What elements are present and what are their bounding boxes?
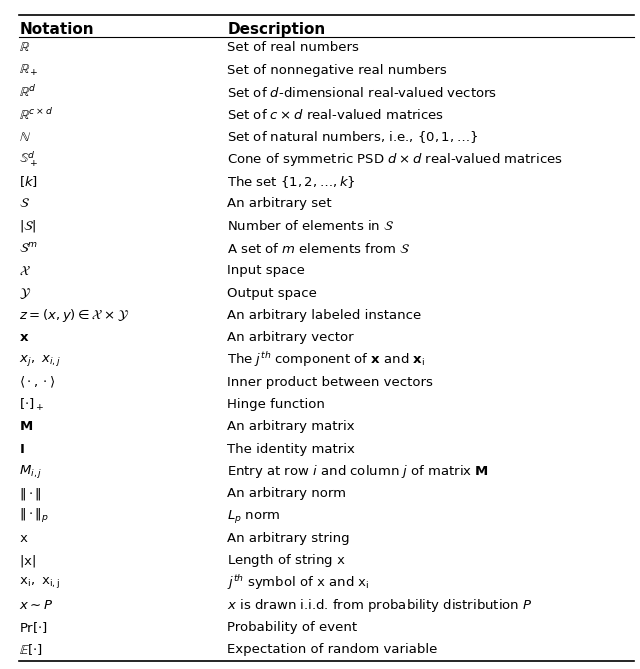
Text: $L_p$ norm: $L_p$ norm <box>227 508 281 524</box>
Text: Set of natural numbers, i.e., $\{0,1,\ldots\}$: Set of natural numbers, i.e., $\{0,1,\ld… <box>227 129 479 145</box>
Text: An arbitrary labeled instance: An arbitrary labeled instance <box>227 309 422 322</box>
Text: $\langle\cdot,\cdot\rangle$: $\langle\cdot,\cdot\rangle$ <box>19 375 56 390</box>
Text: Notation: Notation <box>19 22 94 37</box>
Text: $j^{th}$ symbol of $\mathtt{x}$ and $\mathtt{x}_{\mathrm{i}}$: $j^{th}$ symbol of $\mathtt{x}$ and $\ma… <box>227 573 370 593</box>
Text: Description: Description <box>227 22 326 37</box>
Text: Set of $c \times d$ real-valued matrices: Set of $c \times d$ real-valued matrices <box>227 108 444 122</box>
Text: $\mathbf{M}$: $\mathbf{M}$ <box>19 420 33 434</box>
Text: $|\mathtt{x}|$: $|\mathtt{x}|$ <box>19 553 36 569</box>
Text: $x$ is drawn i.i.d. from probability distribution $P$: $x$ is drawn i.i.d. from probability dis… <box>227 597 532 613</box>
Text: $\|\cdot\|$: $\|\cdot\|$ <box>19 486 42 502</box>
Text: Cone of symmetric PSD $d \times d$ real-valued matrices: Cone of symmetric PSD $d \times d$ real-… <box>227 151 563 168</box>
Text: $\mathbb{R}^{c\times d}$: $\mathbb{R}^{c\times d}$ <box>19 107 54 123</box>
Text: Set of nonnegative real numbers: Set of nonnegative real numbers <box>227 64 447 77</box>
Text: An arbitrary matrix: An arbitrary matrix <box>227 420 355 434</box>
Text: $\mathbb{S}_+^d$: $\mathbb{S}_+^d$ <box>19 150 38 169</box>
Text: $\mathbb{R}^d$: $\mathbb{R}^d$ <box>19 84 37 100</box>
Text: $[k]$: $[k]$ <box>19 174 38 189</box>
Text: $\mathcal{S}$: $\mathcal{S}$ <box>19 197 30 211</box>
Text: Probability of event: Probability of event <box>227 621 357 634</box>
Text: An arbitrary set: An arbitrary set <box>227 197 332 211</box>
Text: The identity matrix: The identity matrix <box>227 443 355 456</box>
Text: $\mathbb{N}$: $\mathbb{N}$ <box>19 130 31 144</box>
Text: An arbitrary string: An arbitrary string <box>227 532 350 545</box>
Text: $\mathbf{I}$: $\mathbf{I}$ <box>19 443 25 456</box>
Text: $\|\cdot\|_p$: $\|\cdot\|_p$ <box>19 507 49 525</box>
Text: $[\cdot]_+$: $[\cdot]_+$ <box>19 397 44 413</box>
Text: Output space: Output space <box>227 286 317 300</box>
Text: $\mathbb{E}[\cdot]$: $\mathbb{E}[\cdot]$ <box>19 642 43 658</box>
Text: Expectation of random variable: Expectation of random variable <box>227 644 438 656</box>
Text: Set of real numbers: Set of real numbers <box>227 41 359 54</box>
Text: $M_{i,j}$: $M_{i,j}$ <box>19 463 42 480</box>
Text: Entry at row $i$ and column $j$ of matrix $\mathbf{M}$: Entry at row $i$ and column $j$ of matri… <box>227 463 489 480</box>
Text: Number of elements in $\mathcal{S}$: Number of elements in $\mathcal{S}$ <box>227 219 395 233</box>
Text: $\mathcal{Y}$: $\mathcal{Y}$ <box>19 286 31 300</box>
Text: Hinge function: Hinge function <box>227 398 325 411</box>
Text: A set of $m$ elements from $\mathcal{S}$: A set of $m$ elements from $\mathcal{S}$ <box>227 242 411 256</box>
Text: Inner product between vectors: Inner product between vectors <box>227 376 433 389</box>
Text: $x\sim P$: $x\sim P$ <box>19 599 54 611</box>
Text: Set of $d$-dimensional real-valued vectors: Set of $d$-dimensional real-valued vecto… <box>227 86 497 100</box>
Text: An arbitrary vector: An arbitrary vector <box>227 331 354 345</box>
Text: Length of string $\mathtt{x}$: Length of string $\mathtt{x}$ <box>227 552 346 569</box>
Text: $|\mathcal{S}|$: $|\mathcal{S}|$ <box>19 218 37 234</box>
Text: $\mathcal{S}^m$: $\mathcal{S}^m$ <box>19 242 38 256</box>
Text: Input space: Input space <box>227 264 305 278</box>
Text: The $j^{th}$ component of $\mathbf{x}$ and $\mathbf{x}_{\mathrm{i}}$: The $j^{th}$ component of $\mathbf{x}$ a… <box>227 351 425 369</box>
Text: An arbitrary norm: An arbitrary norm <box>227 487 346 500</box>
Text: $\mathtt{x}_{\mathrm{i}},\ \mathtt{x}_{\mathrm{i,j}}$: $\mathtt{x}_{\mathrm{i}},\ \mathtt{x}_{\… <box>19 575 61 591</box>
Text: $\Pr[\cdot]$: $\Pr[\cdot]$ <box>19 620 48 635</box>
Text: $z=(x,y)\in\mathcal{X}\times\mathcal{Y}$: $z=(x,y)\in\mathcal{X}\times\mathcal{Y}$ <box>19 307 129 324</box>
Text: $\mathbb{R}_+$: $\mathbb{R}_+$ <box>19 63 39 78</box>
Text: $\mathbb{R}$: $\mathbb{R}$ <box>19 41 30 54</box>
Text: $\mathtt{x}$: $\mathtt{x}$ <box>19 532 29 545</box>
Text: The set $\{1,2,\ldots,k\}$: The set $\{1,2,\ldots,k\}$ <box>227 174 356 190</box>
Text: $\mathcal{X}$: $\mathcal{X}$ <box>19 264 31 278</box>
Text: $\mathbf{x}$: $\mathbf{x}$ <box>19 331 29 345</box>
Text: $x_j,\ x_{i,j}$: $x_j,\ x_{i,j}$ <box>19 353 61 367</box>
